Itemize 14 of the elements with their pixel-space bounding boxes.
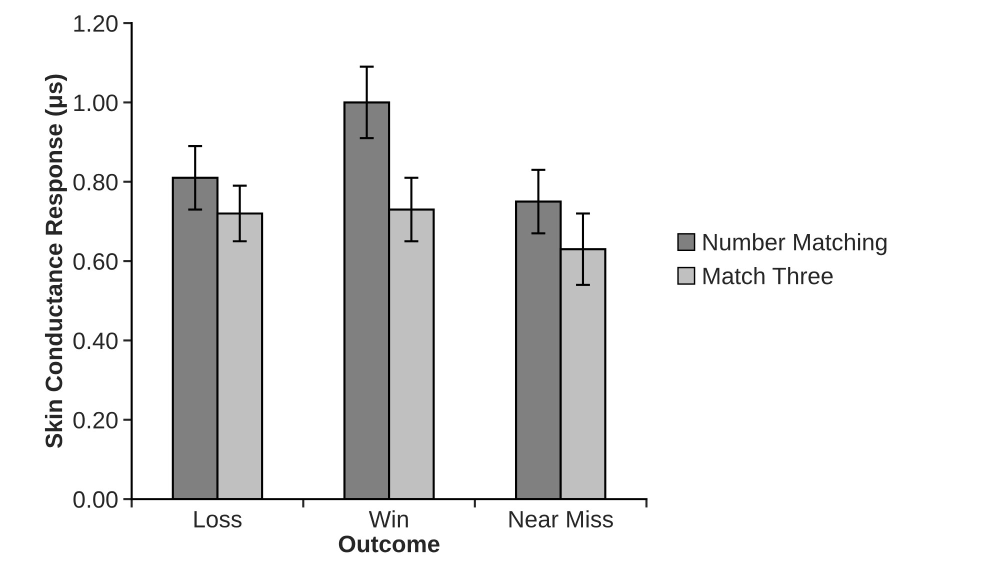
- y-tick-label: 1.20: [74, 15, 118, 32]
- x-tick-label: Loss: [194, 511, 242, 528]
- x-axis-title: Outcome: [338, 536, 440, 552]
- legend-label: Number Matching: [704, 233, 886, 256]
- x-tick-label: Near Miss: [509, 510, 613, 528]
- y-tick-label: 0.20: [73, 412, 118, 429]
- y-axis-title: Skin Conductance Response (μs): [44, 74, 67, 448]
- y-tick-label: 1.00: [74, 94, 118, 112]
- legend-label: Match Three: [704, 266, 833, 284]
- y-tick-label: 0.80: [73, 174, 118, 191]
- y-tick-label: 0.40: [73, 332, 118, 350]
- x-tick-label: Win: [368, 510, 408, 528]
- y-tick-label: 0.00: [73, 491, 118, 508]
- y-tick-label: 0.60: [73, 253, 118, 270]
